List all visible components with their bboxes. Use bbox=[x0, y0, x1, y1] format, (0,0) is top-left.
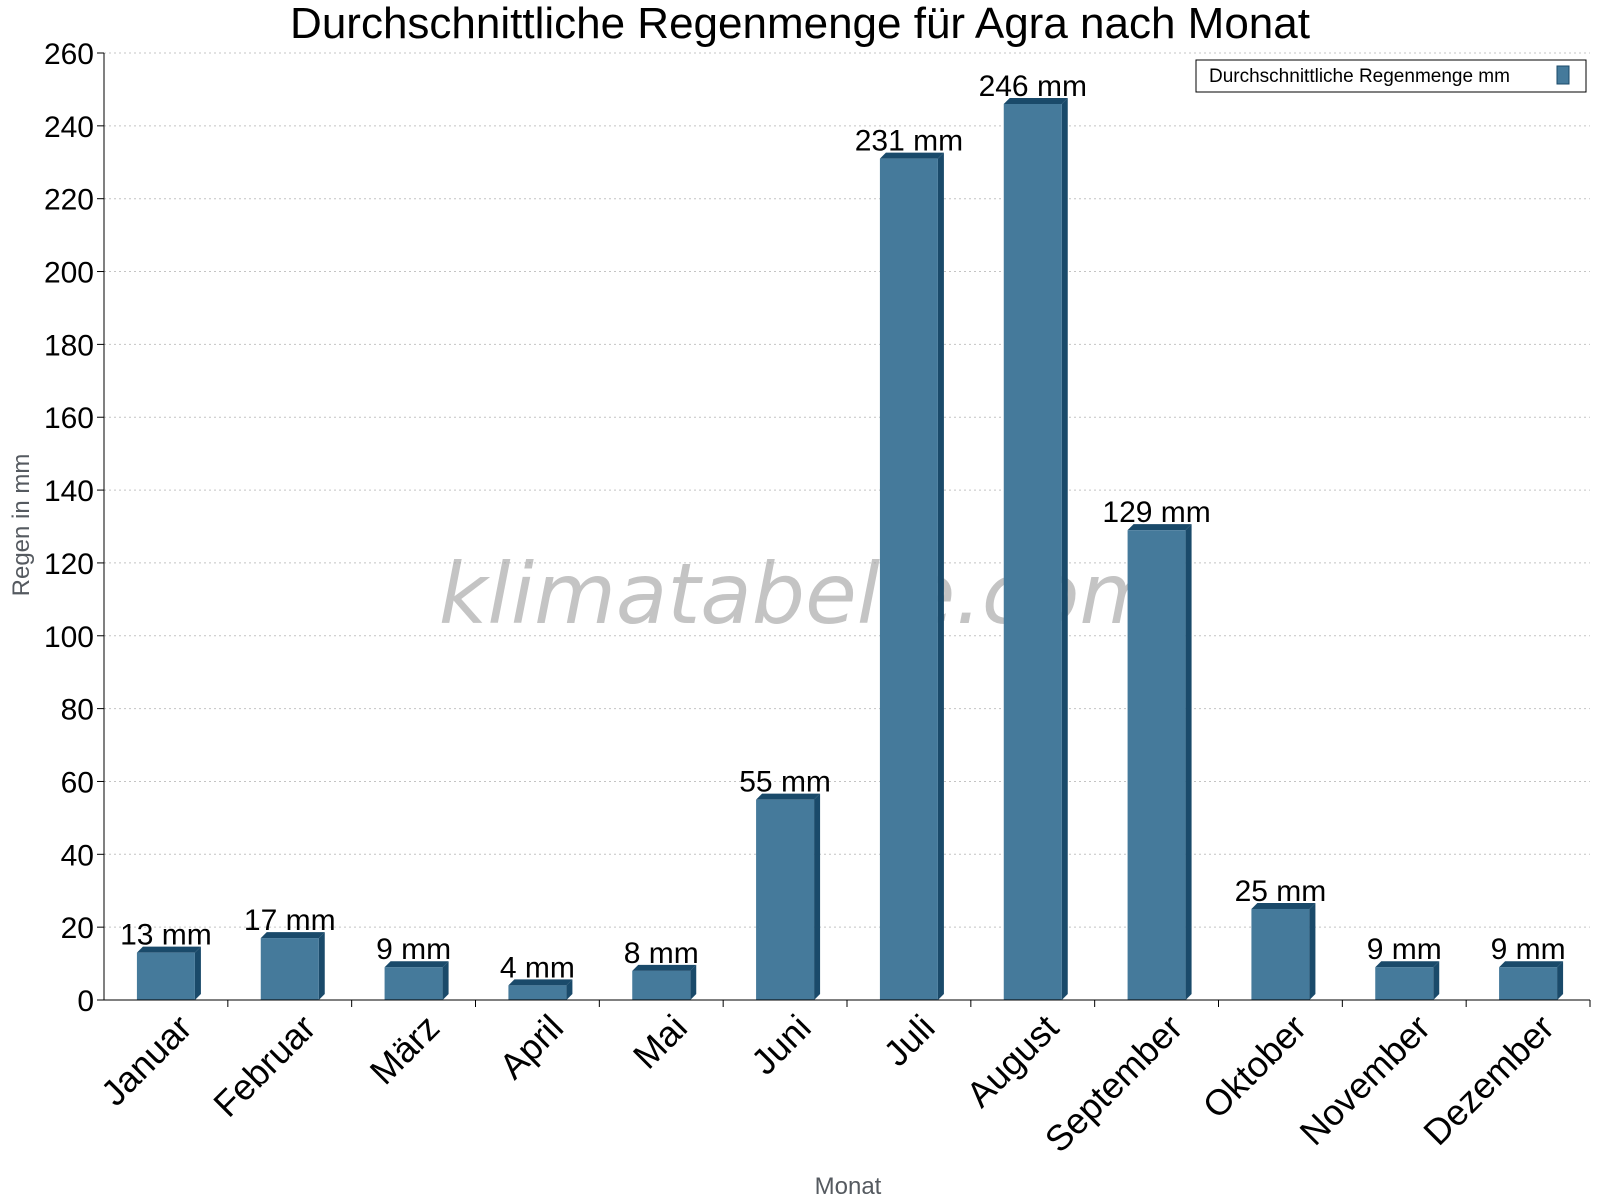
bar-top bbox=[1003, 97, 1068, 104]
y-tick-label: 160 bbox=[44, 402, 94, 435]
y-tick-label: 180 bbox=[44, 329, 94, 362]
bar bbox=[508, 979, 573, 1000]
y-tick-label: 260 bbox=[44, 38, 94, 71]
legend-swatch bbox=[1556, 65, 1570, 85]
y-tick-label: 140 bbox=[44, 475, 94, 508]
bar bbox=[1127, 524, 1192, 1000]
x-tick-label: Oktober bbox=[1195, 1007, 1315, 1127]
x-tick-label: August bbox=[958, 1007, 1066, 1115]
x-tick-label: Januar bbox=[93, 1007, 200, 1114]
value-label: 8 mm bbox=[624, 937, 699, 970]
bar-side bbox=[566, 979, 573, 1000]
legend-box bbox=[1195, 59, 1587, 93]
value-label: 231 mm bbox=[855, 125, 963, 158]
value-label: 246 mm bbox=[979, 70, 1087, 103]
bar-front bbox=[756, 799, 815, 1000]
value-label: 25 mm bbox=[1235, 875, 1327, 908]
bar-top bbox=[136, 946, 201, 953]
y-axis-ticks: 0 20 40 60 80 100 120 140 160 180 200 220 240 260 bbox=[44, 38, 104, 1018]
bar-side bbox=[1061, 97, 1068, 1000]
legend: Durchschnittliche Regenmenge mm bbox=[1195, 59, 1587, 93]
y-tick-label: 120 bbox=[44, 548, 94, 581]
bar-front bbox=[1003, 103, 1062, 1000]
value-label: 13 mm bbox=[120, 919, 212, 952]
value-label: 55 mm bbox=[739, 766, 831, 799]
bar bbox=[384, 961, 449, 1000]
bar-side bbox=[1185, 524, 1192, 1000]
bar-front bbox=[384, 967, 443, 1000]
y-tick-label: 40 bbox=[61, 839, 94, 872]
y-tick-label: 240 bbox=[44, 111, 94, 144]
x-tick-label: Februar bbox=[205, 1007, 323, 1125]
bar-front bbox=[879, 158, 938, 1000]
x-tick-label: Juni bbox=[743, 1007, 819, 1083]
bar-side bbox=[1557, 961, 1564, 1000]
bar-top bbox=[1251, 902, 1316, 909]
value-label: 9 mm bbox=[1367, 933, 1442, 966]
x-tick-label: Juli bbox=[875, 1007, 942, 1074]
bar-side bbox=[814, 793, 821, 1000]
bar-side bbox=[442, 961, 449, 1000]
x-axis-ticks: Januar Februar März April Mai Juni Juli AugustS… bbox=[93, 1000, 1591, 1160]
x-tick-label: März bbox=[362, 1007, 448, 1093]
bar bbox=[1499, 961, 1564, 1000]
y-axis-label: Regen in mm bbox=[8, 454, 35, 597]
bar-top bbox=[260, 932, 325, 939]
bar bbox=[1003, 97, 1068, 1000]
bar-top bbox=[632, 964, 697, 971]
chart-title: Durchschnittliche Regenmenge für Agra na… bbox=[290, 0, 1310, 48]
value-label: 17 mm bbox=[244, 904, 336, 937]
bar-side bbox=[937, 152, 944, 1000]
bar-top bbox=[1127, 524, 1192, 531]
x-tick-label: Dezember bbox=[1415, 1007, 1561, 1153]
bar-top bbox=[1375, 961, 1440, 968]
bars bbox=[136, 97, 1564, 1000]
bar-top bbox=[508, 979, 573, 986]
x-tick-label: November bbox=[1291, 1007, 1437, 1153]
bar bbox=[879, 152, 944, 1000]
legend-label: Durchschnittliche Regenmenge mm bbox=[1209, 66, 1510, 87]
x-axis-label: Monat bbox=[815, 1173, 882, 1200]
bar-side bbox=[690, 964, 697, 1000]
x-tick-label: Mai bbox=[625, 1007, 695, 1077]
value-label: 129 mm bbox=[1102, 496, 1210, 529]
bar-front bbox=[1499, 967, 1558, 1000]
bar-side bbox=[1309, 902, 1316, 1000]
value-labels: 13 mm 17 mm 9 mm 4 mm 8 mm 55 mm 231 mm 246 mm 1… bbox=[120, 70, 1566, 984]
bar-front bbox=[260, 938, 319, 1000]
bar bbox=[1375, 961, 1440, 1000]
bar bbox=[136, 946, 201, 1000]
bar bbox=[1251, 902, 1316, 1000]
bar bbox=[632, 964, 697, 1000]
bar-top bbox=[756, 793, 821, 800]
x-tick-label: April bbox=[491, 1007, 571, 1087]
bar bbox=[260, 932, 325, 1000]
bar-top bbox=[1499, 961, 1564, 968]
bar-side bbox=[194, 946, 201, 1000]
gridlines bbox=[104, 52, 1590, 928]
bar-front bbox=[136, 952, 195, 1000]
y-tick-label: 200 bbox=[44, 257, 94, 290]
bar-front bbox=[508, 985, 567, 1000]
y-tick-label: 220 bbox=[44, 184, 94, 217]
y-tick-label: 0 bbox=[77, 985, 94, 1018]
value-label: 9 mm bbox=[1491, 933, 1566, 966]
y-tick-label: 100 bbox=[44, 621, 94, 654]
value-label: 4 mm bbox=[500, 951, 575, 984]
y-tick-label: 80 bbox=[61, 694, 94, 727]
y-tick-label: 20 bbox=[61, 912, 94, 945]
bar-top bbox=[384, 961, 449, 968]
bar-side bbox=[318, 932, 325, 1000]
axes bbox=[103, 53, 1590, 1001]
bar-front bbox=[1251, 908, 1310, 1000]
bar-front bbox=[1127, 530, 1186, 1000]
bar-front bbox=[1375, 967, 1434, 1000]
y-tick-label: 60 bbox=[61, 766, 94, 799]
value-label: 9 mm bbox=[376, 933, 451, 966]
bar-side bbox=[1433, 961, 1440, 1000]
bar-top bbox=[879, 152, 944, 159]
bar-front bbox=[632, 970, 691, 1000]
bar bbox=[756, 793, 821, 1000]
